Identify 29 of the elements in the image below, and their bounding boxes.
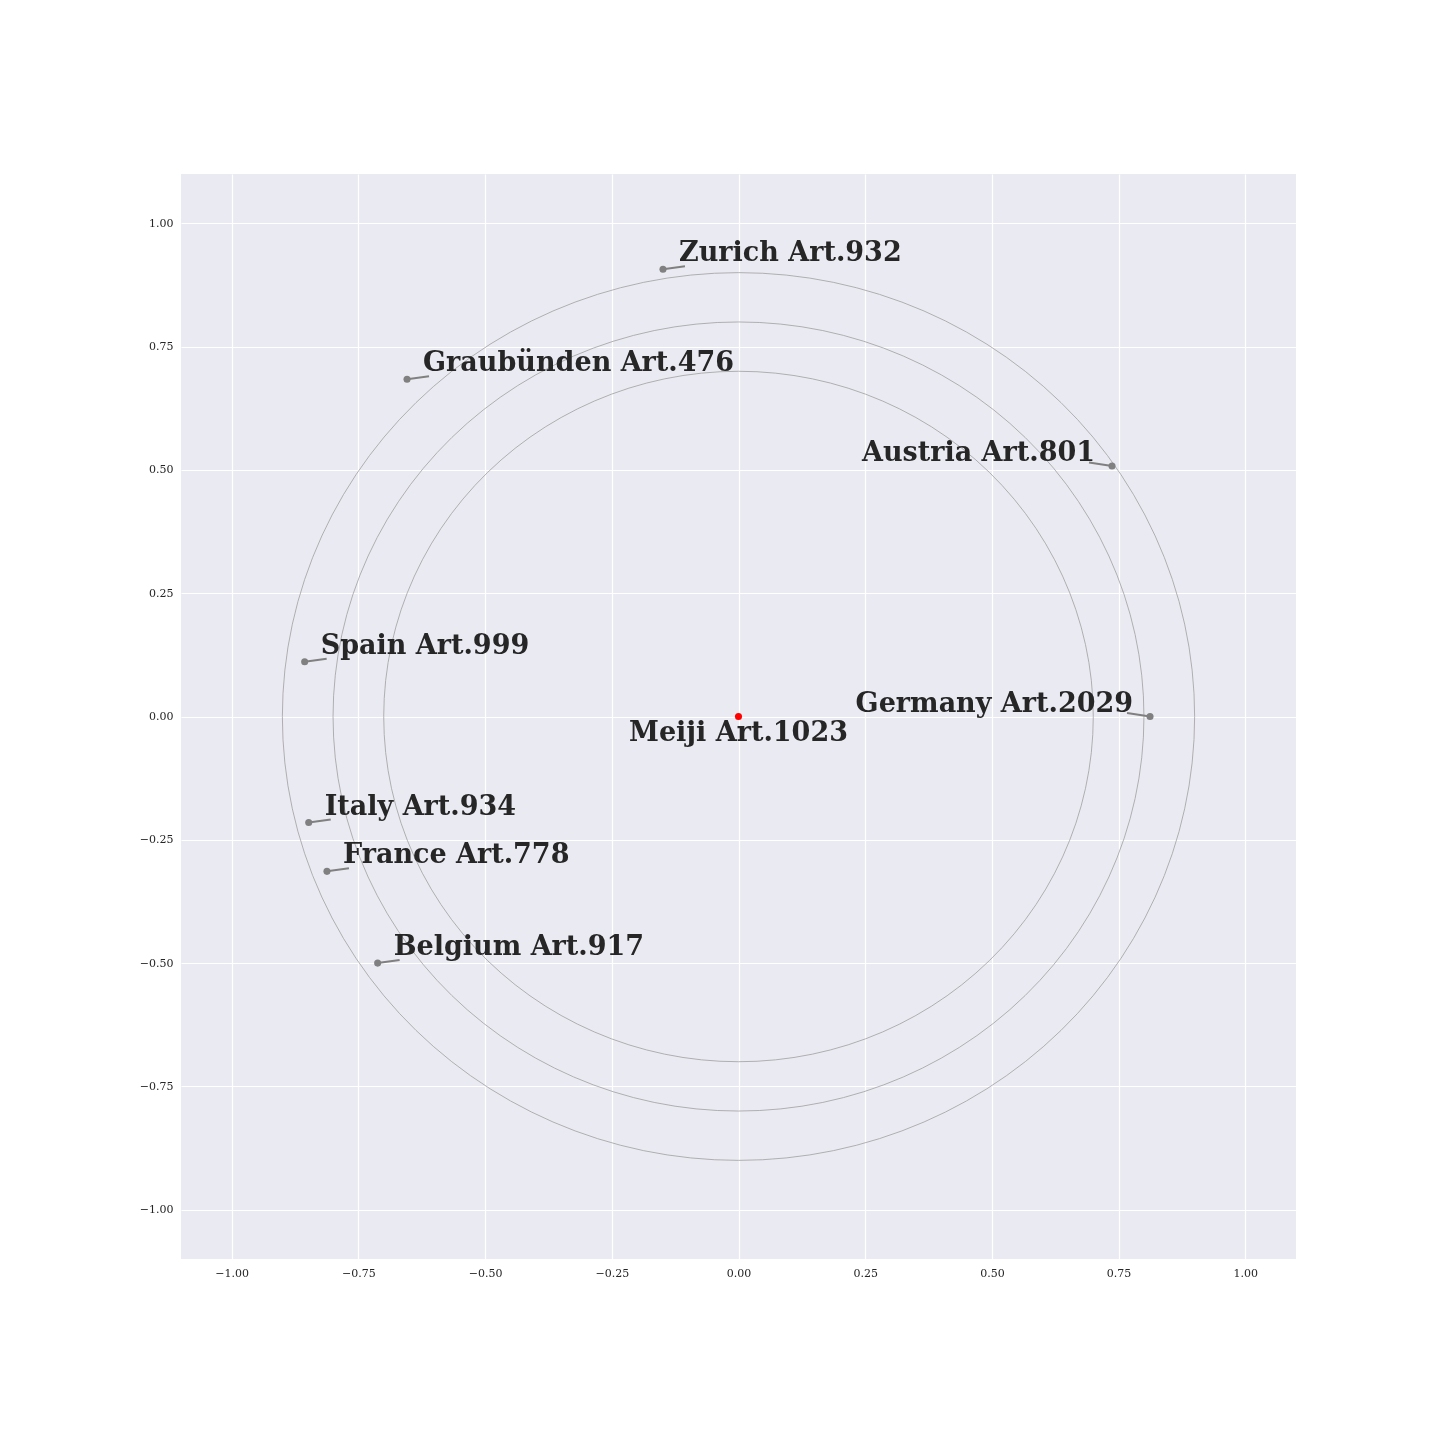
x-tick-label: −0.50 (468, 1266, 503, 1280)
point (301, 658, 309, 666)
x-tick-label: 0.25 (853, 1266, 878, 1280)
x-tick-label: −0.75 (342, 1266, 376, 1280)
x-tick-label: 0.00 (726, 1266, 752, 1280)
y-tick-label: 0.25 (149, 586, 174, 600)
annotation: Zurich Art.932 (678, 236, 902, 268)
annotation: Belgium Art.917 (393, 930, 645, 962)
y-tick-label: −0.25 (139, 833, 174, 847)
x-tick-label: 0.75 (1106, 1266, 1132, 1280)
y-tick-label: −0.50 (139, 956, 174, 970)
y-tick-label: 0.00 (149, 710, 174, 723)
y-tick-label: 0.75 (149, 340, 174, 354)
annotation: Meiji Art.1023 (629, 715, 848, 747)
annotation: Germany Art.2029 (855, 686, 1134, 718)
point (305, 819, 313, 827)
annotation: Italy Art.934 (324, 789, 517, 821)
y-tick-label: −1.00 (139, 1203, 174, 1217)
x-tick-label: −0.25 (595, 1266, 630, 1280)
x-tick-label: −1.00 (215, 1266, 250, 1280)
x-tick-label: 1.00 (1233, 1266, 1259, 1280)
y-tick-label: −0.75 (139, 1079, 174, 1093)
annotation: Austria Art.801 (860, 435, 1096, 467)
y-tick-label: 0.50 (149, 463, 174, 477)
annotation: Spain Art.999 (320, 628, 530, 660)
y-tick-label: 1.00 (149, 216, 174, 230)
annotation: France Art.778 (342, 838, 570, 870)
annotation: Graubünden Art.476 (423, 346, 735, 378)
x-tick-label: 0.50 (980, 1266, 1005, 1280)
